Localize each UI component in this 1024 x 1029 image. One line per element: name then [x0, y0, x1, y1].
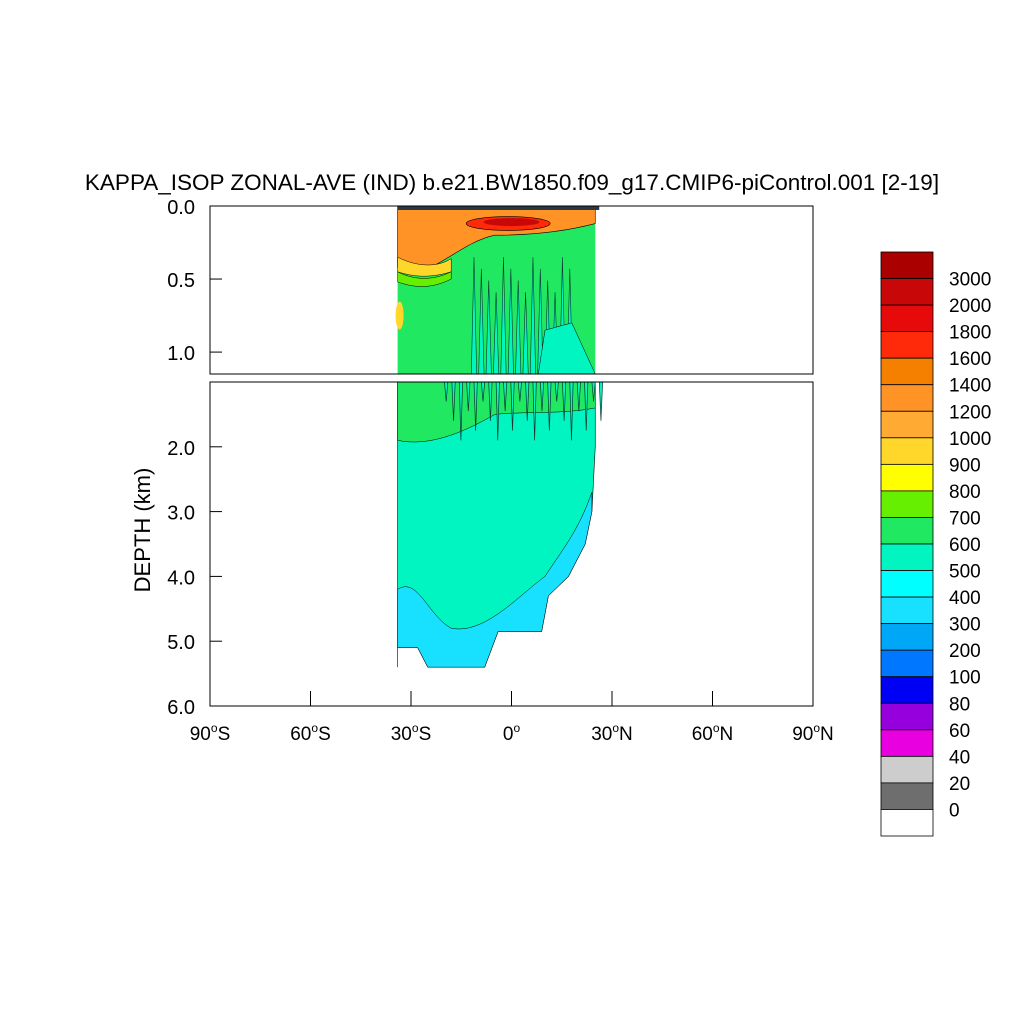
upper-left-edge	[395, 301, 404, 330]
colorbar-swatch	[880, 304, 934, 333]
lower-field	[397, 381, 603, 668]
colorbar-label: 400	[949, 588, 981, 609]
colorbar-label: 500	[949, 562, 981, 583]
colorbar-label: 20	[949, 774, 970, 795]
upper-field	[395, 205, 600, 375]
lower-panel: 2.03.04.05.06.0 90oS 60oS 30oS 0o 30oN 60oN 90…	[167, 381, 834, 745]
colorbar-swatch	[880, 490, 934, 518]
colorbar-swatch	[880, 278, 934, 306]
colorbar-label: 300	[949, 615, 981, 636]
y-axis-label: DEPTH (km)	[130, 468, 155, 593]
colorbar-swatch	[880, 331, 934, 359]
colorbar-label: 60	[949, 721, 970, 742]
colorbar-swatch	[880, 463, 934, 492]
colorbar-swatch	[880, 410, 934, 439]
chart-title: KAPPA_ISOP ZONAL-AVE (IND) b.e21.BW1850.…	[85, 170, 939, 195]
colorbar-swatch	[880, 623, 934, 651]
colorbar-swatch	[880, 543, 934, 571]
colorbar-label: 1400	[949, 376, 991, 397]
colorbar-label: 40	[949, 747, 970, 768]
x-tick-label: 60oN	[692, 721, 734, 745]
colorbar-swatch	[880, 782, 934, 810]
colorbar-label: 200	[949, 641, 981, 662]
colorbar-label: 0	[949, 800, 960, 821]
y-tick-label: 6.0	[167, 697, 195, 719]
colorbar-label: 80	[949, 694, 970, 715]
colorbar-label: 700	[949, 508, 981, 529]
x-tick-label: 0o	[503, 721, 521, 745]
upper-panel: 0.0 0.5 1.0	[167, 197, 814, 375]
y-tick-label: 2.0	[167, 438, 195, 460]
colorbar-swatch	[880, 384, 934, 412]
colorbar-label: 1800	[949, 323, 991, 344]
upper-y-ticks: 0.0 0.5 1.0	[167, 197, 222, 365]
colorbar-label: 800	[949, 482, 981, 503]
upper-frame	[209, 205, 814, 375]
y-tick-label: 3.0	[167, 503, 195, 525]
x-tick-label: 90oS	[190, 721, 231, 745]
x-tick-label: 30oS	[391, 721, 432, 745]
colorbar-swatch	[880, 809, 934, 837]
colorbar-label: 100	[949, 668, 981, 689]
colorbar-swatch	[880, 517, 934, 545]
x-axis-ticks: 90oS 60oS 30oS 0o 30oN 60oN 90oN	[190, 691, 834, 745]
colorbar-swatch	[880, 437, 934, 465]
colorbar-label: 1600	[949, 349, 991, 370]
colorbar-label: 2000	[949, 296, 991, 317]
colorbar: 0 20 40 60 80 100 200 300 400 500 600 700 800 900 1000…	[880, 251, 991, 837]
colorbar-label: 3000	[949, 270, 991, 291]
y-tick-label: 1.0	[167, 343, 195, 365]
upper-darkred-core	[483, 218, 540, 227]
upper-lime-band	[397, 271, 452, 287]
colorbar-label: 900	[949, 455, 981, 476]
x-tick-label: 90oN	[792, 721, 834, 745]
colorbar-swatch	[880, 357, 934, 386]
colorbar-swatch	[880, 596, 934, 625]
y-tick-label: 5.0	[167, 632, 195, 654]
colorbar-label: 600	[949, 535, 981, 556]
x-tick-label: 30oN	[591, 721, 633, 745]
y-tick-label: 0.5	[167, 270, 195, 292]
colorbar-swatch	[880, 649, 934, 678]
colorbar-label: 1200	[949, 402, 991, 423]
colorbar-swatch	[880, 251, 934, 279]
y-tick-label: 4.0	[167, 567, 195, 589]
lower-y-ticks: 2.0 3.0 4.0 5.0 6.0	[167, 438, 222, 719]
x-tick-label: 60oS	[290, 721, 331, 745]
colorbar-swatch	[880, 755, 934, 784]
colorbar-label: 1000	[949, 429, 991, 450]
y-tick-label: 0.0	[167, 197, 195, 219]
upper-surface-strip	[397, 206, 600, 210]
colorbar-swatch	[880, 702, 934, 731]
colorbar-swatch	[880, 729, 934, 757]
colorbar-swatch	[880, 676, 934, 704]
lower-lightblue-layer	[397, 492, 593, 668]
colorbar-swatch	[880, 570, 934, 598]
